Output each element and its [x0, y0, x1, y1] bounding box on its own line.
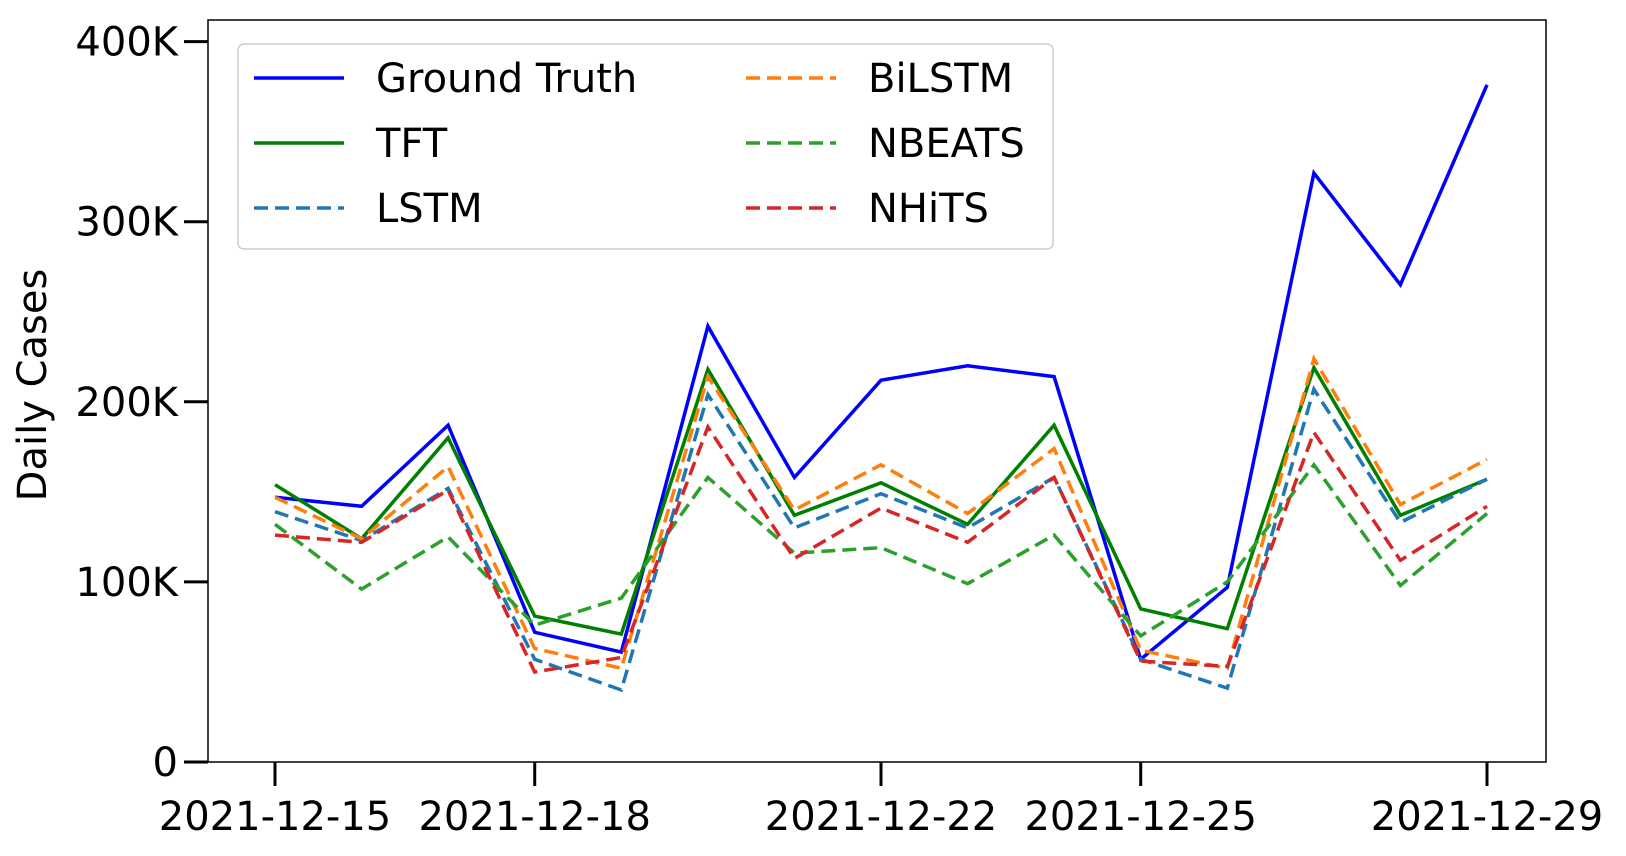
legend-box: [237, 43, 1054, 250]
y-axis-label: Daily Cases: [10, 269, 56, 502]
x-tick-label: 2021-12-25: [1024, 794, 1256, 840]
legend-label: BiLSTM: [868, 56, 1013, 102]
y-axis: 0 100K 200K 300K 400K: [75, 20, 208, 786]
legend-label: LSTM: [376, 186, 483, 232]
y-tick-label: 300K: [75, 200, 179, 246]
series-lines: [273, 84, 1489, 693]
legend-label: TFT: [375, 121, 448, 167]
series-line-nhits: [274, 423, 1488, 674]
x-tick-label: 2021-12-18: [418, 794, 650, 840]
y-tick-label: 100K: [75, 560, 179, 606]
x-tick-label: 2021-12-22: [765, 794, 997, 840]
y-tick-label: 0: [153, 740, 178, 786]
x-tick-label: 2021-12-29: [1371, 794, 1603, 840]
x-tick-label: 2021-12-15: [159, 794, 391, 840]
legend-label: NHiTS: [868, 186, 989, 232]
plot-frame: [207, 19, 1547, 763]
y-tick-label: 400K: [75, 20, 179, 66]
series-line-bilstm: [274, 354, 1488, 671]
series-line-tft: [274, 363, 1488, 637]
legend-label: Ground Truth: [376, 56, 637, 102]
y-tick-label: 200K: [75, 380, 179, 426]
legend-label: NBEATS: [868, 121, 1025, 167]
x-axis: 2021-12-15 2021-12-18 2021-12-22 2021-12-25…: [159, 762, 1603, 840]
series-line-lstm: [274, 385, 1488, 693]
legend: Ground Truth TFT LSTM BiLSTM NBEATS NHiTS: [237, 43, 1054, 250]
